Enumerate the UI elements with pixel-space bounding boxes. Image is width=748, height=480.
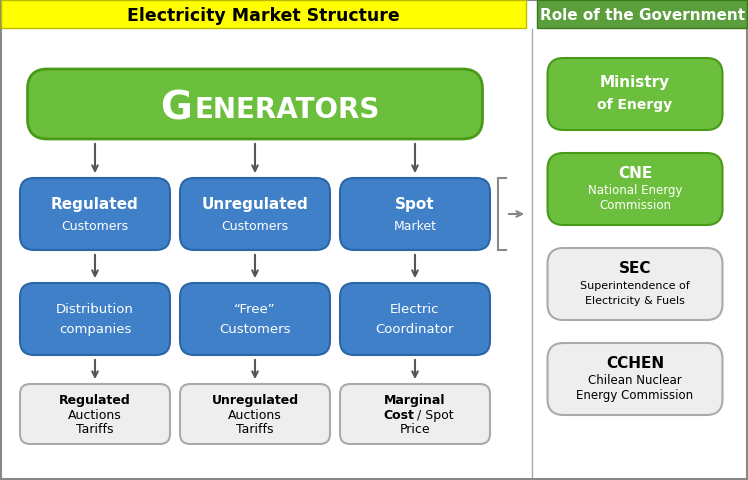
Text: Unregulated: Unregulated <box>202 197 308 212</box>
Text: companies: companies <box>59 323 131 336</box>
FancyBboxPatch shape <box>20 283 170 355</box>
Text: Auctions: Auctions <box>68 408 122 421</box>
FancyBboxPatch shape <box>340 179 490 251</box>
Text: Marginal: Marginal <box>384 394 446 407</box>
Text: Ministry: Ministry <box>600 75 670 90</box>
Text: Customers: Customers <box>61 220 129 233</box>
FancyBboxPatch shape <box>340 283 490 355</box>
Text: Regulated: Regulated <box>59 394 131 407</box>
FancyBboxPatch shape <box>548 59 723 131</box>
Text: CCHEN: CCHEN <box>606 356 664 371</box>
FancyBboxPatch shape <box>20 384 170 444</box>
Text: Auctions: Auctions <box>228 408 282 421</box>
FancyBboxPatch shape <box>537 1 747 29</box>
FancyBboxPatch shape <box>548 154 723 226</box>
FancyBboxPatch shape <box>340 384 490 444</box>
Text: Cost: Cost <box>384 408 414 421</box>
FancyBboxPatch shape <box>548 249 723 320</box>
Text: G: G <box>160 89 192 127</box>
Text: Superintendence of: Superintendence of <box>580 280 690 290</box>
FancyBboxPatch shape <box>180 283 330 355</box>
FancyBboxPatch shape <box>180 384 330 444</box>
FancyBboxPatch shape <box>1 1 526 29</box>
Text: Distribution: Distribution <box>56 303 134 316</box>
Text: Tariffs: Tariffs <box>76 422 114 435</box>
Text: Coordinator: Coordinator <box>375 323 454 336</box>
Text: “Free”: “Free” <box>234 303 276 316</box>
FancyBboxPatch shape <box>548 343 723 415</box>
Text: Electricity Market Structure: Electricity Market Structure <box>127 7 400 25</box>
Text: Electricity & Fuels: Electricity & Fuels <box>585 295 685 305</box>
Text: Customers: Customers <box>219 323 291 336</box>
Text: Energy Commission: Energy Commission <box>577 389 693 402</box>
Text: National Energy: National Energy <box>588 184 682 197</box>
FancyBboxPatch shape <box>20 179 170 251</box>
Text: Regulated: Regulated <box>51 197 139 212</box>
Text: / Spot: / Spot <box>417 408 453 421</box>
Text: SEC: SEC <box>619 261 652 276</box>
Text: ENERATORS: ENERATORS <box>195 96 381 124</box>
FancyBboxPatch shape <box>180 179 330 251</box>
Text: of Energy: of Energy <box>598 98 672 112</box>
Text: Tariffs: Tariffs <box>236 422 274 435</box>
Text: Electric: Electric <box>390 303 440 316</box>
Text: Unregulated: Unregulated <box>212 394 298 407</box>
Text: Commission: Commission <box>599 199 671 212</box>
Text: Price: Price <box>399 422 430 435</box>
Text: Role of the Government: Role of the Government <box>540 9 745 24</box>
Text: CNE: CNE <box>618 166 652 181</box>
Text: Market: Market <box>393 220 437 233</box>
FancyBboxPatch shape <box>28 70 482 140</box>
Text: Chilean Nuclear: Chilean Nuclear <box>588 374 682 387</box>
Text: Spot: Spot <box>395 197 435 212</box>
Text: Customers: Customers <box>221 220 289 233</box>
